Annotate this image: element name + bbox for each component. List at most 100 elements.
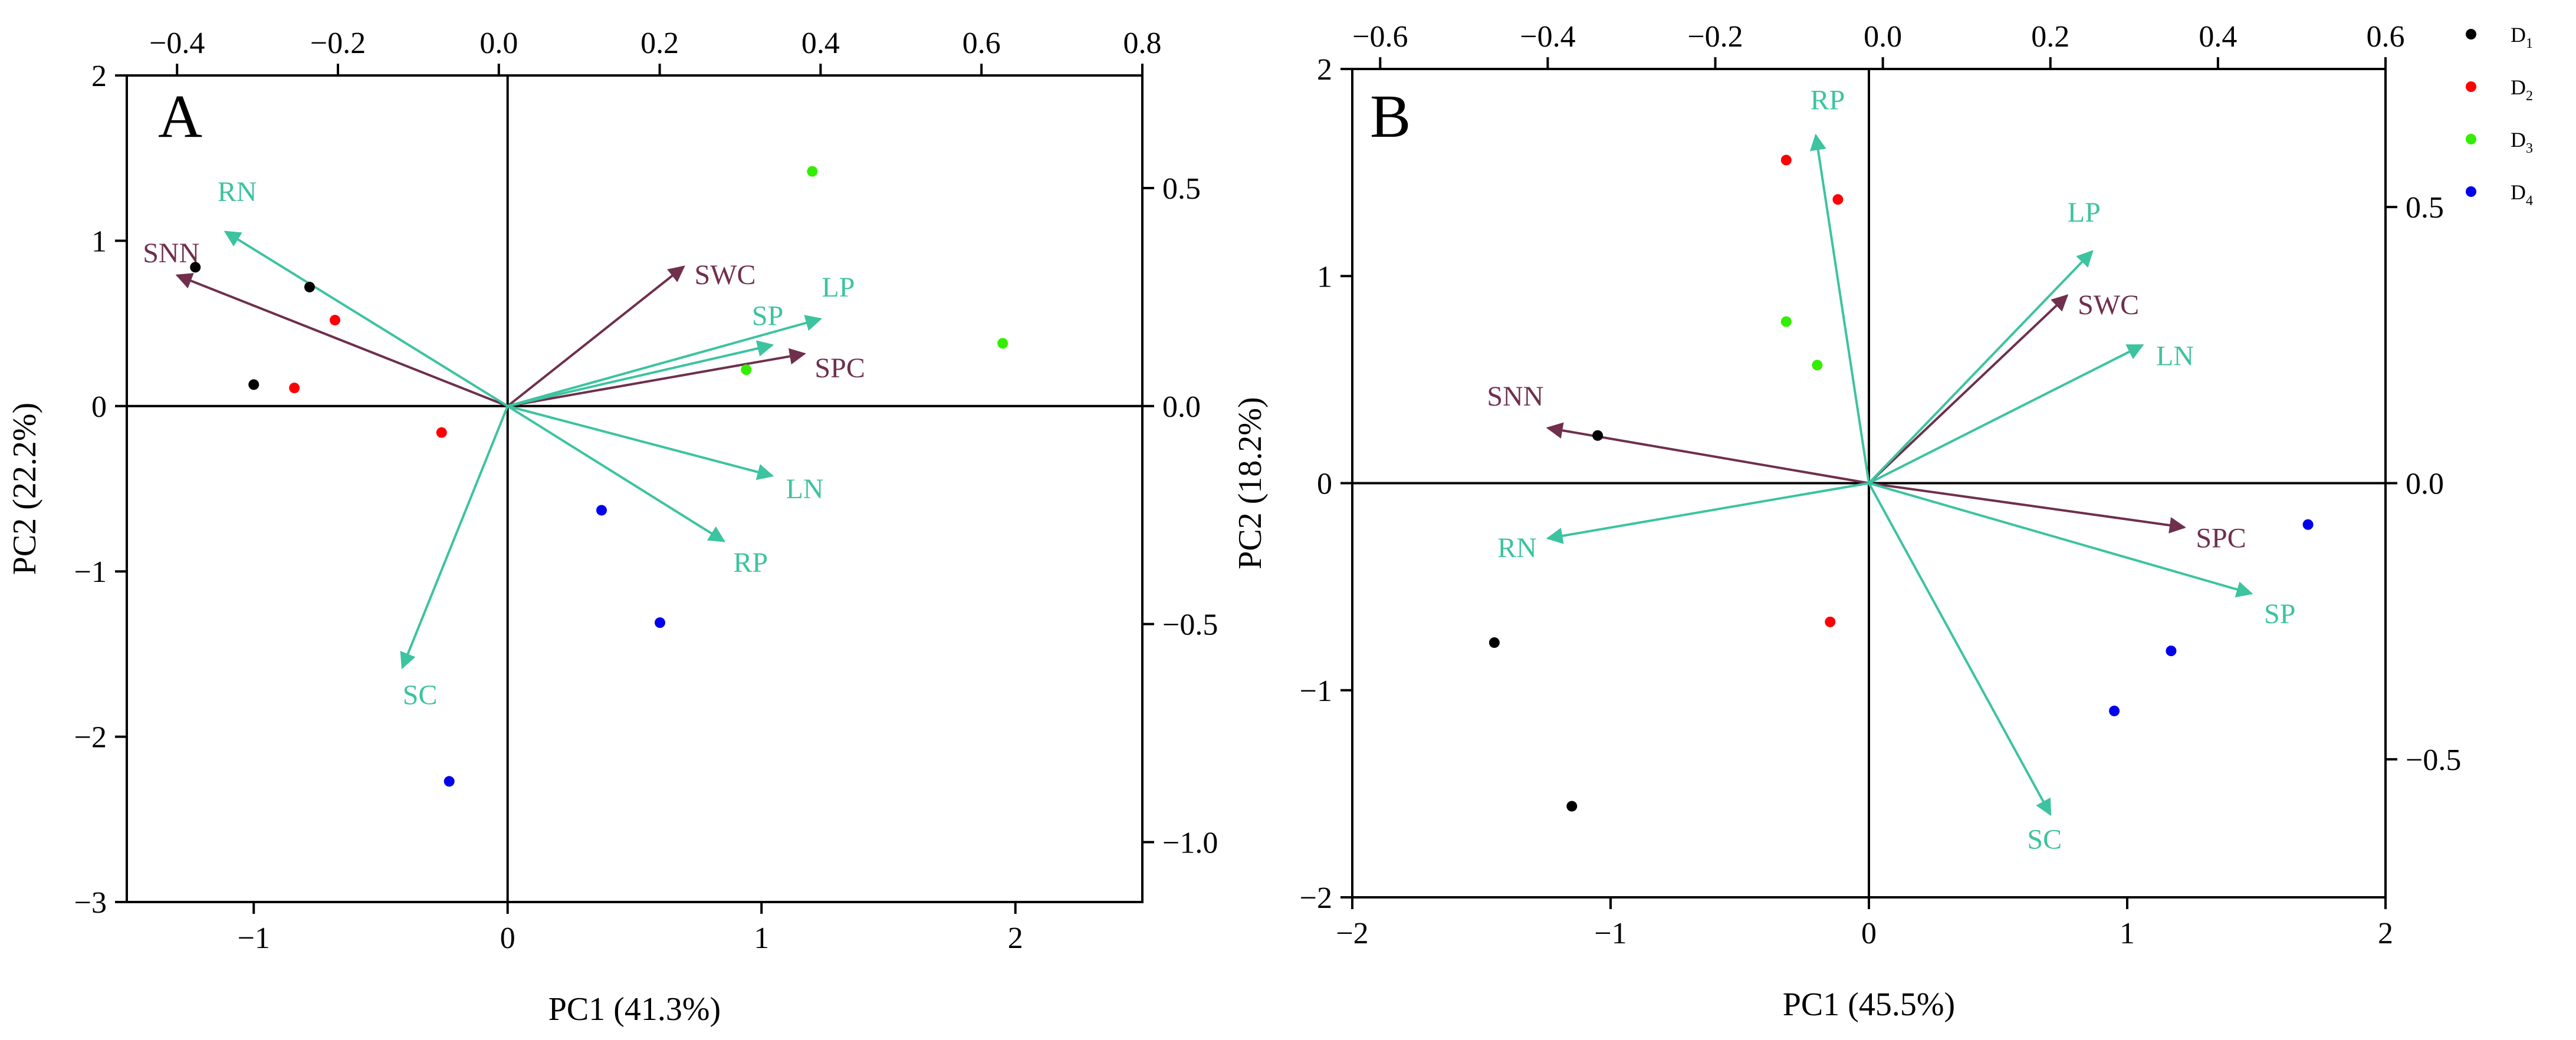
point-d3 bbox=[1780, 316, 1792, 327]
plot-frame bbox=[126, 74, 1144, 903]
loading-label-ln: LN bbox=[2156, 340, 2194, 371]
top-tick-label: 0.6 bbox=[2367, 20, 2405, 54]
loading-label-rp: RP bbox=[733, 547, 768, 578]
legend: D1 D2 D3 D4 bbox=[2466, 23, 2533, 209]
right-tick-label: −1.0 bbox=[1162, 826, 1218, 860]
right-tick-label: 0.5 bbox=[1162, 172, 1201, 206]
x-tick-label: −1 bbox=[1594, 917, 1627, 950]
legend-label-d3: D3 bbox=[2511, 128, 2533, 156]
point-d4 bbox=[2166, 646, 2177, 657]
legend-marker-d4 bbox=[2466, 186, 2476, 197]
point-d1 bbox=[1592, 430, 1604, 441]
y-axis-label: PC2 (18.2%) bbox=[1232, 397, 1269, 569]
point-d1 bbox=[304, 281, 315, 292]
point-d2 bbox=[1780, 154, 1792, 166]
point-d1 bbox=[1489, 637, 1500, 648]
x-tick-label: 2 bbox=[1008, 921, 1023, 955]
loading-arrow-sp bbox=[507, 340, 774, 407]
legend-marker-d2 bbox=[2466, 81, 2476, 92]
loading-label-rp: RP bbox=[1811, 84, 1845, 116]
loading-label-spc: SPC bbox=[2196, 522, 2246, 554]
x-tick-label: 1 bbox=[754, 921, 769, 955]
panel-letter: A bbox=[158, 83, 202, 150]
loading-arrow-ln bbox=[507, 404, 774, 480]
loading-label-lp: LP bbox=[2068, 197, 2101, 228]
point-d1 bbox=[248, 379, 259, 390]
loading-label-sc: SC bbox=[2027, 824, 2062, 855]
y-tick-label: −2 bbox=[1300, 881, 1332, 915]
legend-marker-d3 bbox=[2466, 134, 2476, 144]
top-tick-label: 0.6 bbox=[962, 27, 1001, 60]
loading-label-sp: SP bbox=[2264, 598, 2295, 630]
loading-arrow-rp bbox=[1809, 133, 1870, 483]
loading-label-snn: SNN bbox=[1487, 381, 1543, 412]
y-tick-label: 0 bbox=[1317, 468, 1332, 501]
point-d1 bbox=[190, 262, 201, 273]
x-tick-label: 0 bbox=[500, 921, 515, 955]
loading-label-swc: SWC bbox=[695, 259, 756, 291]
y-tick-label: 1 bbox=[91, 225, 107, 258]
top-tick-label: 0.0 bbox=[479, 27, 518, 60]
x-tick-label: 1 bbox=[2120, 917, 2135, 950]
point-d2 bbox=[289, 382, 300, 393]
top-tick-label: 0.0 bbox=[1864, 20, 1902, 54]
loading-label-sc: SC bbox=[403, 680, 438, 711]
panel-a: −1 0 1 2 −3 −2 −1 0 1 2 −0.4 −0.2 0.0 0.2 0.4 0.6 0.8 −1.… bbox=[6, 27, 1218, 1028]
point-d3 bbox=[807, 166, 818, 177]
x-axis-label: PC1 (41.3%) bbox=[548, 991, 721, 1028]
point-d4 bbox=[443, 776, 455, 787]
y-tick-label: −2 bbox=[74, 721, 107, 755]
x-axis-label: PC1 (45.5%) bbox=[1783, 986, 1955, 1023]
point-d4 bbox=[655, 617, 666, 628]
loading-arrow-lp bbox=[507, 315, 823, 407]
point-d2 bbox=[1832, 194, 1844, 205]
y-tick-label: 0 bbox=[91, 390, 107, 424]
loading-arrow-swc bbox=[1868, 294, 2069, 484]
y-tick-label: 2 bbox=[1317, 53, 1332, 87]
x-tick-label: −2 bbox=[1336, 917, 1368, 950]
loading-arrow-ln bbox=[1868, 344, 2144, 485]
loading-arrow-sc bbox=[1868, 482, 2052, 816]
point-d3 bbox=[1812, 360, 1823, 371]
top-tick-label: 0.2 bbox=[640, 27, 679, 60]
loading-arrow-swc bbox=[507, 265, 685, 407]
panel-letter: B bbox=[1370, 83, 1411, 150]
top-tick-label: −0.2 bbox=[310, 27, 366, 60]
loading-arrow-rp bbox=[507, 405, 726, 542]
top-tick-label: −0.6 bbox=[1352, 20, 1408, 54]
legend-marker-d1 bbox=[2466, 29, 2476, 40]
loading-label-rn: RN bbox=[1497, 532, 1537, 564]
panel-b: −2 −1 0 1 2 −2 −1 0 1 2 −0.6 −0.4 −0.2 0.0 0.2 0.4 0.6 −0… bbox=[1232, 20, 2461, 1023]
top-tick-label: −0.2 bbox=[1687, 20, 1743, 54]
top-tick-label: 0.4 bbox=[801, 27, 840, 60]
top-tick-label: 0.8 bbox=[1123, 27, 1162, 60]
right-tick-label: −0.5 bbox=[1162, 608, 1218, 642]
loading-arrow-sp bbox=[1868, 482, 2253, 598]
legend-label-d4: D4 bbox=[2511, 180, 2533, 209]
y-tick-label: 1 bbox=[1317, 260, 1332, 294]
loading-label-rn: RN bbox=[218, 176, 257, 208]
y-axis-label: PC2 (22.2%) bbox=[6, 403, 43, 575]
x-tick-label: 0 bbox=[1861, 917, 1877, 950]
legend-label-d1: D1 bbox=[2511, 23, 2533, 51]
top-tick-label: 0.2 bbox=[2031, 20, 2069, 54]
top-tick-label: −0.4 bbox=[1520, 20, 1575, 54]
right-tick-label: −0.5 bbox=[2406, 743, 2461, 777]
point-d3 bbox=[741, 364, 752, 376]
y-tick-label: 2 bbox=[91, 60, 107, 93]
loading-label-lp: LP bbox=[822, 272, 855, 303]
loading-label-sp: SP bbox=[752, 300, 783, 331]
top-tick-label: −0.4 bbox=[149, 27, 205, 60]
loading-arrow-lp bbox=[1868, 250, 2094, 484]
loading-arrow-rn bbox=[224, 231, 508, 407]
point-d2 bbox=[436, 427, 447, 438]
point-d3 bbox=[997, 338, 1008, 349]
point-d2 bbox=[1825, 616, 1836, 627]
loading-label-snn: SNN bbox=[143, 238, 199, 269]
legend-label-d2: D2 bbox=[2511, 75, 2533, 104]
right-tick-label: 0.0 bbox=[1162, 390, 1201, 424]
loading-arrow-spc bbox=[507, 348, 806, 407]
loading-arrow-snn bbox=[175, 273, 508, 407]
loading-arrow-rn bbox=[1546, 482, 1869, 544]
loading-label-ln: LN bbox=[786, 473, 824, 505]
